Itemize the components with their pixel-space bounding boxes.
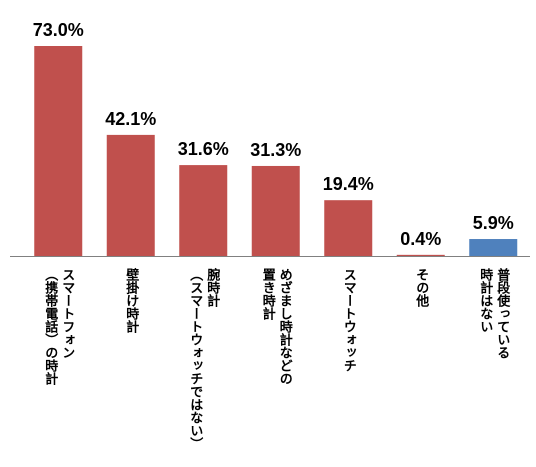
category-label-6-line-1: 時計はない (477, 267, 493, 333)
category-label-2-line-1: （スマートウォッチではない） (187, 268, 204, 450)
bar-4 (324, 200, 373, 256)
category-label-0-line-0: スマートフォン (59, 268, 74, 359)
bar-3 (251, 165, 300, 256)
data-label-1: 42.1% (105, 109, 156, 129)
data-label-5: 0.4% (400, 229, 441, 249)
category-label-5-line-0: その他 (413, 268, 430, 308)
bar-0 (34, 46, 83, 256)
data-label-2: 31.6% (178, 139, 229, 159)
data-labels-group: 73.0% 42.1% 31.6% 31.3% 19.4% 0.4% 5.9% (33, 20, 514, 249)
category-label-4-line-0: スマートウォッチ (341, 268, 356, 372)
bar-6 (469, 239, 518, 256)
category-labels-group: スマートフォン（携帯電話）の時計 壁掛け時計 腕時計（スマートウォッチではない） めざ… (42, 267, 511, 450)
bar-1 (106, 134, 155, 256)
category-label-3-line-0: めざまし時計などの (277, 268, 293, 385)
category-label-2-line-0: 腕時計 (204, 267, 220, 308)
data-label-4: 19.4% (323, 174, 374, 194)
bar-2 (179, 165, 228, 256)
data-label-6: 5.9% (473, 213, 514, 233)
bar-5 (396, 254, 445, 256)
category-label-3-line-1: 置き時計 (260, 268, 276, 321)
bars-group (34, 46, 518, 256)
data-label-3: 31.3% (250, 140, 301, 160)
category-label-0-line-1: （携帯電話）の時計 (42, 268, 59, 386)
category-label-1-line-0: 壁掛け時計 (123, 267, 139, 334)
data-label-0: 73.0% (33, 20, 84, 40)
category-label-6-line-0: 普段使っている (494, 267, 511, 359)
